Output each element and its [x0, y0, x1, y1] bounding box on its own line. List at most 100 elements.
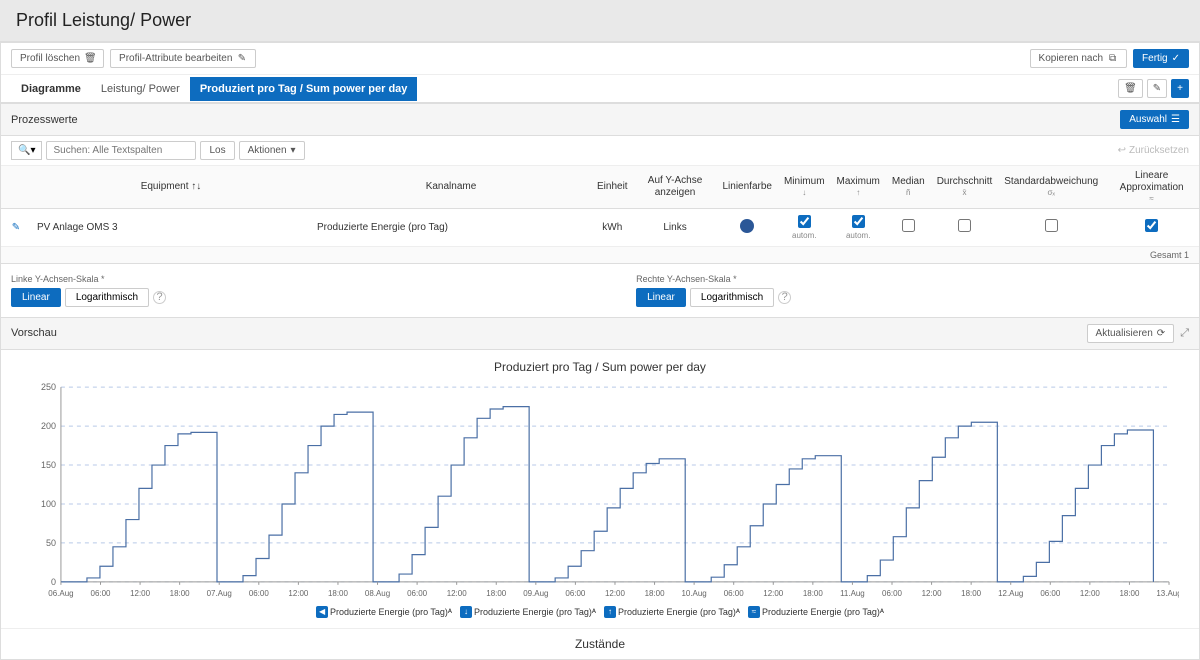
- table-header-row: Equipment ↑↓ Kanalname Einheit Auf Y-Ach…: [1, 166, 1199, 208]
- stddev-checkbox[interactable]: [1045, 219, 1058, 232]
- svg-text:09.Aug: 09.Aug: [523, 588, 548, 597]
- svg-text:06:00: 06:00: [249, 588, 270, 597]
- linear-checkbox[interactable]: [1145, 219, 1158, 232]
- svg-text:06:00: 06:00: [724, 588, 745, 597]
- tabs-row: Diagramme Leistung/ Power Produziert pro…: [1, 75, 1199, 103]
- color-dot[interactable]: [740, 219, 754, 233]
- check-icon: ✓: [1172, 53, 1180, 64]
- svg-text:18:00: 18:00: [328, 588, 349, 597]
- svg-text:250: 250: [41, 382, 56, 392]
- reset-icon: ↩: [1118, 145, 1126, 156]
- svg-text:06:00: 06:00: [407, 588, 428, 597]
- svg-text:100: 100: [41, 499, 56, 509]
- edit-icon: ✎: [236, 53, 247, 64]
- edit-attributes-button[interactable]: Profil-Attribute bearbeiten ✎: [110, 49, 256, 68]
- go-button[interactable]: Los: [200, 141, 234, 160]
- tab-add-button[interactable]: +: [1171, 79, 1189, 98]
- left-log-button[interactable]: Logarithmisch: [65, 288, 149, 307]
- svg-text:200: 200: [41, 421, 56, 431]
- svg-text:150: 150: [41, 460, 56, 470]
- svg-text:11.Aug: 11.Aug: [840, 588, 865, 597]
- scale-row: Linke Y-Achsen-Skala * Linear Logarithmi…: [1, 264, 1199, 318]
- left-scale-group: Linke Y-Achsen-Skala * Linear Logarithmi…: [11, 274, 166, 307]
- tab-diagramme[interactable]: Diagramme: [11, 77, 91, 101]
- svg-text:12:00: 12:00: [288, 588, 309, 597]
- max-checkbox[interactable]: [852, 215, 865, 228]
- plus-icon: +: [1177, 83, 1183, 94]
- select-button[interactable]: Auswahl ☰: [1120, 110, 1189, 129]
- avg-checkbox[interactable]: [958, 219, 971, 232]
- sort-icon[interactable]: ↑↓: [191, 181, 201, 192]
- svg-text:06:00: 06:00: [882, 588, 903, 597]
- preview-title: Vorschau: [11, 327, 57, 339]
- chart-title: Produziert pro Tag / Sum power per day: [21, 360, 1179, 374]
- svg-text:13.Aug: 13.Aug: [1156, 588, 1179, 597]
- svg-text:18:00: 18:00: [1119, 588, 1140, 597]
- process-values-table: Equipment ↑↓ Kanalname Einheit Auf Y-Ach…: [1, 166, 1199, 247]
- svg-text:06:00: 06:00: [565, 588, 586, 597]
- right-linear-button[interactable]: Linear: [636, 288, 686, 307]
- help-icon[interactable]: ?: [778, 291, 791, 304]
- data-table-wrap: Equipment ↑↓ Kanalname Einheit Auf Y-Ach…: [1, 166, 1199, 264]
- svg-text:18:00: 18:00: [645, 588, 666, 597]
- tab-delete-button[interactable]: 🗑: [1118, 79, 1143, 98]
- tab-leistung[interactable]: Leistung/ Power: [91, 77, 190, 101]
- svg-text:12:00: 12:00: [763, 588, 784, 597]
- chart-svg: 05010015020025006.Aug06:0012:0018:0007.A…: [21, 382, 1179, 602]
- svg-text:12.Aug: 12.Aug: [998, 588, 1023, 597]
- chart-legend: ◀Produzierte Energie (pro Tag)ᴬ ↓Produzie…: [21, 606, 1179, 618]
- reset-link[interactable]: ↩ Zurücksetzen: [1118, 145, 1189, 156]
- cell-unit: kWh: [591, 208, 634, 246]
- trash-icon: 🗑: [84, 53, 95, 64]
- tab-produziert[interactable]: Produziert pro Tag / Sum power per day: [190, 77, 418, 101]
- legend-item[interactable]: ↑Produzierte Energie (pro Tag)ᴬ: [604, 606, 740, 618]
- right-scale-group: Rechte Y-Achsen-Skala * Linear Logarithm…: [636, 274, 791, 307]
- svg-text:12:00: 12:00: [922, 588, 943, 597]
- zustande-title: Zustände: [1, 628, 1199, 659]
- refresh-icon: ⟳: [1157, 328, 1165, 339]
- table-row: ✎ PV Anlage OMS 3 Produzierte Energie (p…: [1, 208, 1199, 246]
- search-icon: 🔍: [18, 145, 30, 156]
- min-checkbox[interactable]: [798, 215, 811, 228]
- legend-item[interactable]: ≈Produzierte Energie (pro Tag)ᴬ: [748, 606, 884, 618]
- delete-profile-button[interactable]: Profil löschen 🗑: [11, 49, 104, 68]
- median-checkbox[interactable]: [902, 219, 915, 232]
- search-row: 🔍▾ Los Aktionen ▾ ↩ Zurücksetzen: [1, 136, 1199, 166]
- legend-item[interactable]: ◀Produzierte Energie (pro Tag)ᴬ: [316, 606, 452, 618]
- svg-text:12:00: 12:00: [1080, 588, 1101, 597]
- tab-edit-button[interactable]: ✎: [1147, 79, 1167, 98]
- done-button[interactable]: Fertig ✓: [1133, 49, 1189, 68]
- cell-equipment: PV Anlage OMS 3: [31, 208, 311, 246]
- edit-row-icon[interactable]: ✎: [12, 222, 20, 233]
- chevron-down-icon: ▾: [291, 145, 296, 156]
- left-linear-button[interactable]: Linear: [11, 288, 61, 307]
- section-title: Prozesswerte: [11, 114, 78, 126]
- page-header: Profil Leistung/ Power: [0, 0, 1200, 42]
- chart-area: Produziert pro Tag / Sum power per day 0…: [1, 350, 1199, 628]
- page-title: Profil Leistung/ Power: [16, 10, 1184, 31]
- svg-text:18:00: 18:00: [486, 588, 507, 597]
- svg-text:06.Aug: 06.Aug: [48, 588, 73, 597]
- svg-text:06:00: 06:00: [91, 588, 112, 597]
- expand-icon[interactable]: ⤢: [1180, 327, 1189, 340]
- cell-channel: Produzierte Energie (pro Tag): [311, 208, 591, 246]
- table-footer: Gesamt 1: [1, 247, 1199, 264]
- refresh-button[interactable]: Aktualisieren ⟳: [1087, 324, 1175, 343]
- legend-item[interactable]: ↓Produzierte Energie (pro Tag)ᴬ: [460, 606, 596, 618]
- svg-text:06:00: 06:00: [1040, 588, 1061, 597]
- search-dropdown-button[interactable]: 🔍▾: [11, 141, 42, 160]
- svg-text:12:00: 12:00: [447, 588, 468, 597]
- right-log-button[interactable]: Logarithmisch: [690, 288, 774, 307]
- copy-after-button[interactable]: Kopieren nach ⧉: [1030, 49, 1128, 68]
- svg-text:50: 50: [46, 538, 56, 548]
- svg-text:18:00: 18:00: [803, 588, 824, 597]
- process-values-header: Prozesswerte Auswahl ☰: [1, 103, 1199, 136]
- chevron-down-icon: ▾: [30, 145, 35, 156]
- svg-text:07.Aug: 07.Aug: [207, 588, 232, 597]
- edit-icon: ✎: [1153, 83, 1161, 94]
- actions-button[interactable]: Aktionen ▾: [239, 141, 305, 160]
- help-icon[interactable]: ?: [153, 291, 166, 304]
- svg-text:12:00: 12:00: [130, 588, 151, 597]
- cell-show-y: Links: [634, 208, 717, 246]
- search-input[interactable]: [46, 141, 196, 160]
